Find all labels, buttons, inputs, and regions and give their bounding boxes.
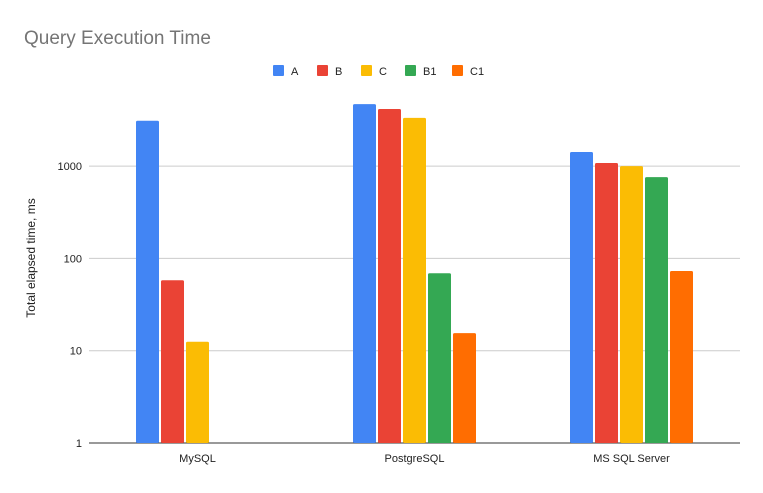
legend-swatch-a bbox=[273, 65, 284, 76]
bar-b-postgresql bbox=[378, 109, 401, 443]
y-tick-label: 1 bbox=[76, 438, 82, 450]
bar-c1-ms-sql-server bbox=[670, 271, 693, 443]
legend-label: B bbox=[335, 66, 342, 78]
x-tick-label: PostgreSQL bbox=[385, 453, 445, 465]
y-tick-label: 100 bbox=[64, 253, 82, 265]
y-tick-label: 10 bbox=[70, 346, 82, 358]
x-tick-label: MySQL bbox=[179, 453, 216, 465]
legend-label: B1 bbox=[423, 66, 436, 78]
legend-swatch-b1 bbox=[405, 65, 416, 76]
bar-b-mysql bbox=[161, 280, 184, 443]
chart-title: Query Execution Time bbox=[24, 28, 211, 49]
bar-b1-ms-sql-server bbox=[645, 177, 668, 444]
bar-a-mysql bbox=[136, 120, 159, 443]
bar-c-mysql bbox=[186, 341, 209, 443]
legend-label: A bbox=[291, 66, 299, 78]
bar-a-ms-sql-server bbox=[570, 152, 593, 443]
bar-b1-postgresql bbox=[428, 273, 451, 443]
legend-swatch-c1 bbox=[452, 65, 463, 76]
bar-c-ms-sql-server bbox=[620, 166, 643, 443]
x-tick-label: MS SQL Server bbox=[593, 453, 670, 465]
legend-label: C1 bbox=[470, 66, 484, 78]
bar-b-ms-sql-server bbox=[595, 163, 618, 443]
bar-c1-postgresql bbox=[453, 333, 476, 443]
legend-label: C bbox=[379, 66, 387, 78]
legend-swatch-c bbox=[361, 65, 372, 76]
bar-c-postgresql bbox=[403, 117, 426, 444]
bar-a-postgresql bbox=[353, 104, 376, 443]
y-axis-label: Total elapsed time, ms bbox=[24, 198, 38, 317]
y-tick-label: 1000 bbox=[58, 161, 82, 173]
legend-swatch-b bbox=[317, 65, 328, 76]
